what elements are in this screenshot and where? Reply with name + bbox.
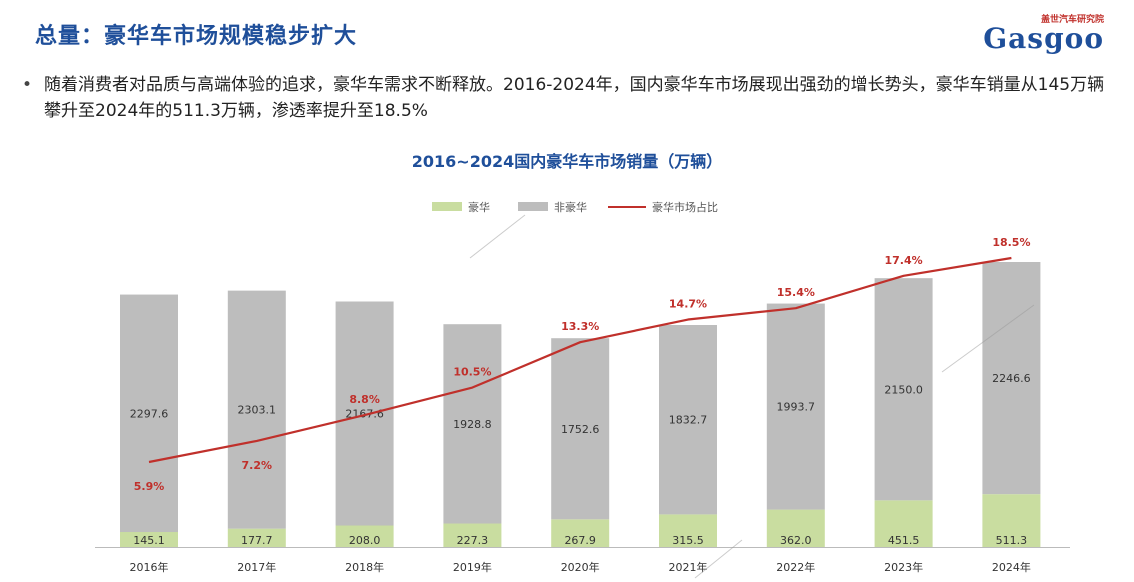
logo-subtitle: 盖世汽车研究院 [1040, 15, 1104, 25]
label-share-2022年: 15.4% [777, 286, 815, 299]
decor-stroke-1 [941, 304, 1035, 373]
chart-title: 2016~2024国内豪华车市场销量（万辆） [411, 152, 723, 171]
legend-label-luxury: 豪华 [468, 200, 490, 214]
decor-stroke-0 [469, 214, 526, 259]
logo-wordmark: Gasgoo [983, 22, 1104, 55]
label-share-2024年: 18.5% [992, 236, 1030, 249]
intro-paragraph: • 随着消费者对品质与高端体验的追求，豪华车需求不断释放。2016-2024年，… [22, 72, 1107, 124]
bar-luxury-2022年 [766, 509, 825, 547]
share-line [148, 256, 1012, 464]
x-tick-2016年: 2016年 [130, 560, 169, 574]
label-nonluxury-2022年: 1993.7 [777, 401, 816, 414]
label-share-2016年: 5.9% [134, 480, 165, 493]
bar-luxury-2021年 [659, 514, 717, 547]
x-tick-2019年: 2019年 [453, 560, 492, 574]
label-share-2020年: 13.3% [561, 320, 599, 333]
label-luxury-2017年: 177.7 [241, 534, 273, 547]
x-tick-2017年: 2017年 [237, 560, 276, 574]
bar-nonluxury-2024年 [982, 262, 1041, 495]
bar-nonluxury-2019年 [443, 324, 502, 524]
intro-text: 随着消费者对品质与高端体验的追求，豪华车需求不断释放。2016-2024年，国内… [44, 75, 1105, 121]
legend-swatch-luxury [432, 202, 462, 211]
page-title: 总量：豪华车市场规模稳步扩大 [35, 24, 358, 49]
label-luxury-2023年: 451.5 [888, 534, 920, 547]
label-luxury-2020年: 267.9 [564, 534, 596, 547]
label-nonluxury-2020年: 1752.6 [561, 423, 600, 436]
label-share-2023年: 17.4% [885, 254, 923, 267]
gasgoo-logo: 盖世汽车研究院 Gasgoo [964, 12, 1104, 55]
label-luxury-2019年: 227.3 [457, 534, 489, 547]
bullet-dot: • [22, 75, 33, 95]
bar-nonluxury-2017年 [227, 290, 286, 529]
label-nonluxury-2016年: 2297.6 [130, 407, 169, 420]
bar-luxury-2024年 [982, 494, 1041, 547]
label-luxury-2016年: 145.1 [133, 534, 165, 547]
x-tick-2021年: 2021年 [669, 560, 708, 574]
bar-nonluxury-2016年 [120, 294, 178, 533]
label-luxury-2022年: 362.0 [780, 534, 812, 547]
label-nonluxury-2017年: 2303.1 [238, 404, 277, 417]
label-share-2018年: 8.8% [349, 393, 380, 406]
label-nonluxury-2023年: 2150.0 [884, 383, 923, 396]
label-luxury-2018年: 208.0 [349, 534, 381, 547]
label-share-2021年: 14.7% [669, 298, 707, 311]
bar-luxury-2018年 [335, 525, 394, 547]
legend-label-share: 豪华市场占比 [652, 200, 718, 214]
bar-nonluxury-2018年 [335, 301, 394, 526]
label-luxury-2024年: 511.3 [996, 534, 1028, 547]
bar-luxury-2020年 [551, 519, 610, 547]
legend-swatch-nonluxury [518, 202, 548, 211]
label-nonluxury-2019年: 1928.8 [453, 418, 492, 431]
bar-nonluxury-2022年 [766, 303, 825, 510]
decor-stroke-2 [694, 539, 743, 579]
x-tick-2020年: 2020年 [561, 560, 600, 574]
x-tick-2022年: 2022年 [776, 560, 815, 574]
x-tick-2018年: 2018年 [345, 560, 384, 574]
label-share-2017年: 7.2% [242, 459, 273, 472]
bar-nonluxury-2021年 [659, 325, 717, 515]
label-share-2019年: 10.5% [453, 366, 491, 379]
x-tick-2024年: 2024年 [992, 560, 1031, 574]
label-nonluxury-2024年: 2246.6 [992, 372, 1031, 385]
bar-nonluxury-2020年 [551, 338, 610, 520]
label-nonluxury-2021年: 1832.7 [669, 414, 708, 427]
bar-luxury-2023年 [874, 500, 933, 547]
legend-label-nonluxury: 非豪华 [554, 200, 587, 214]
x-tick-2023年: 2023年 [884, 560, 923, 574]
bar-nonluxury-2023年 [874, 278, 933, 501]
bar-luxury-2017年 [227, 528, 286, 547]
bar-luxury-2016年 [120, 532, 178, 547]
label-luxury-2021年: 315.5 [672, 534, 704, 547]
bar-luxury-2019年 [443, 523, 502, 547]
